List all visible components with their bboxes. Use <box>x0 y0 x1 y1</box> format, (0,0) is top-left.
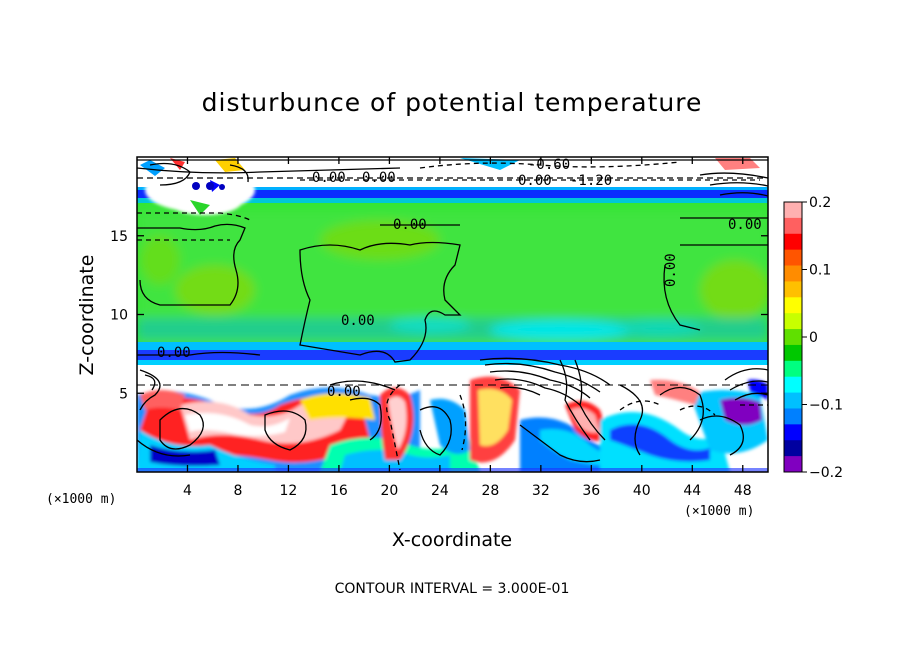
colorbar-swatch <box>784 233 802 251</box>
y-axis-label: Z-coordinate <box>76 255 98 376</box>
color-field <box>137 157 768 472</box>
x-tick-label: 32 <box>532 483 550 499</box>
contour-interval-note: CONTOUR INTERVAL = 3.000E-01 <box>335 581 570 597</box>
x-tick-label: 48 <box>734 483 752 499</box>
colorbar-swatch <box>784 202 802 219</box>
colorbar-swatch <box>784 329 802 346</box>
y-tick-label: 15 <box>110 229 128 245</box>
contour-label: 0.00 <box>312 170 346 186</box>
contour-label: 0.00 <box>327 384 361 400</box>
colorbar-swatch <box>784 440 802 457</box>
y-unit-label: (×1000 m) <box>684 504 754 519</box>
colorbar-tick-label: −0.1 <box>809 398 843 414</box>
colorbar-swatch <box>784 456 802 473</box>
colorbar-swatch <box>784 265 802 282</box>
colorbar <box>783 201 803 473</box>
x-tick-label: 4 <box>183 483 192 499</box>
contour-label: 0.00 <box>362 170 396 186</box>
colorbar-swatch <box>784 313 802 330</box>
colorbar-swatch <box>784 424 802 441</box>
colorbar-swatch <box>784 344 802 362</box>
contour-label: 0.00 <box>157 345 191 361</box>
colorbar-tick-label: −0.2 <box>809 465 843 481</box>
colorbar-swatch <box>784 297 802 314</box>
x-tick-label: 16 <box>330 483 348 499</box>
colorbar-tick-label: 0.1 <box>809 263 831 279</box>
chart-title: disturbunce of potential temperature <box>202 88 703 117</box>
contour-label: 0.00 <box>393 217 427 233</box>
colorbar-swatch <box>784 249 802 266</box>
colorbar-tick-label: 0.2 <box>809 195 831 211</box>
x-unit-label: (×1000 m) <box>46 492 116 507</box>
contour-label: -0.60 <box>528 157 570 173</box>
colorbar-swatch <box>784 392 802 409</box>
x-tick-label: 44 <box>683 483 701 499</box>
x-axis-label: X-coordinate <box>392 529 512 551</box>
colorbar-swatch <box>784 376 802 393</box>
colorbar-swatch <box>784 217 802 235</box>
x-tick-label: 36 <box>582 483 600 499</box>
colorbar-swatch <box>784 281 802 298</box>
contour-label: -1.20 <box>570 173 612 189</box>
contour-label: 0.00 <box>518 173 552 189</box>
x-tick-label: 8 <box>233 483 242 499</box>
contour-label: 0.00 <box>341 313 375 329</box>
colorbar-tick-label: 0 <box>809 330 818 346</box>
x-tick-label: 40 <box>633 483 651 499</box>
contour-label: 0.00 <box>728 217 762 233</box>
x-tick-label: 20 <box>380 483 398 499</box>
x-tick-label: 12 <box>280 483 298 499</box>
x-tick-label: 24 <box>431 483 449 499</box>
colorbar-swatch <box>784 408 802 425</box>
colorbar-ticks: 0.2 0.1 0 −0.1 −0.2 <box>802 195 843 481</box>
y-axis-ticks: 5 10 15 <box>110 229 768 402</box>
x-axis-ticks: 4 8 12 16 20 24 28 32 36 40 44 48 <box>183 157 752 499</box>
y-tick-label: 10 <box>110 308 128 324</box>
x-tick-label: 28 <box>481 483 499 499</box>
y-tick-label: 5 <box>119 386 128 402</box>
colorbar-swatch <box>784 360 802 378</box>
contour-label-group: 0.00 0.00 0.00 0.00 0.00 0.00 0.00 0.00 … <box>157 157 762 400</box>
contour-label: 0.00 <box>663 253 679 287</box>
contour-lines <box>137 159 768 471</box>
